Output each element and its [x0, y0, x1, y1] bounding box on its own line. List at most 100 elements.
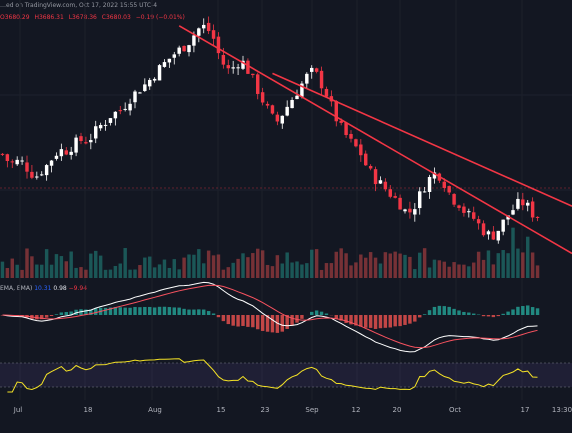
- macd-legend: EMA, EMA) 10.31 0.98 −9.94: [0, 285, 87, 292]
- macd-hist-53: [260, 315, 265, 331]
- candle-body-45: [221, 54, 226, 65]
- macd-hist-71: [349, 315, 353, 325]
- x-tick-label-5: Sep: [305, 406, 319, 414]
- macd-hist-44: [216, 315, 221, 318]
- macd-hist-56: [275, 315, 280, 333]
- volume-bar-95: [467, 266, 471, 278]
- volume-bar-35: [172, 259, 176, 278]
- candle-body-54: [265, 103, 270, 106]
- volume-bar-28: [138, 265, 142, 278]
- candle-body-90: [442, 181, 446, 188]
- candle-body-1: [5, 154, 10, 162]
- candle-body-102: [501, 219, 505, 232]
- candle-body-22: [108, 118, 113, 123]
- macd-hist-64: [314, 310, 319, 315]
- volume-bar-58: [285, 252, 289, 278]
- candle-body-92: [452, 194, 456, 205]
- macd-hist-43: [211, 313, 216, 315]
- macd-hist-28: [138, 307, 142, 315]
- candle-body-2: [10, 161, 14, 163]
- candle-body-32: [157, 65, 162, 81]
- macd-hist-75: [368, 315, 373, 328]
- candle-body-10: [49, 160, 54, 166]
- macd-hist-32: [157, 306, 162, 315]
- candle-body-44: [216, 36, 221, 54]
- volume-bar-49: [241, 253, 245, 278]
- macd-hist-91: [447, 306, 451, 315]
- macd-hist-11: [54, 314, 59, 315]
- volume-bar-64: [314, 249, 319, 278]
- macd-hist-36: [177, 307, 181, 315]
- macd-hist-19: [94, 308, 98, 315]
- volume-bar-72: [354, 262, 358, 278]
- macd-hist-9: [44, 315, 49, 318]
- candle-body-28: [138, 92, 142, 94]
- volume-bar-97: [476, 251, 481, 278]
- candle-body-19: [94, 126, 98, 139]
- candle-body-30: [148, 79, 152, 87]
- candle-body-41: [202, 24, 206, 29]
- macd-hist-95: [467, 312, 471, 315]
- ohlc-close: C3680.03: [101, 14, 131, 21]
- candle-body-105: [516, 198, 520, 209]
- volume-bar-62: [305, 263, 309, 278]
- volume-bar-103: [506, 253, 510, 278]
- volume-bar-93: [457, 264, 461, 278]
- x-tick-label-1: 18: [84, 406, 93, 414]
- macd-value-3: −9.94: [68, 285, 88, 292]
- macd-hist-98: [481, 315, 486, 317]
- candle-body-77: [378, 180, 383, 184]
- macd-hist-10: [49, 315, 54, 316]
- volume-bar-37: [182, 257, 186, 278]
- x-tick-label-6: 12: [352, 406, 361, 414]
- macd-hist-8: [40, 315, 44, 320]
- volume-bar-107: [526, 236, 530, 278]
- volume-bar-100: [491, 264, 496, 278]
- candle-body-33: [162, 62, 167, 67]
- rsi-band: [0, 363, 572, 387]
- volume-bar-24: [118, 263, 122, 278]
- candle-body-59: [290, 100, 294, 109]
- volume-bar-68: [334, 251, 338, 278]
- candle-body-79: [388, 189, 392, 197]
- ohlc-open: O3680.29: [0, 14, 30, 21]
- x-tick-label-10: 13:30: [552, 406, 572, 414]
- macd-hist-109: [535, 308, 540, 315]
- volume-bar-27: [133, 269, 137, 278]
- volume-bar-5: [25, 248, 29, 278]
- volume-bar-82: [403, 254, 407, 278]
- candle-body-87: [427, 176, 432, 192]
- macd-hist-21: [103, 307, 108, 315]
- x-axis: Jul 18 Aug 15 23 Sep 12 20 Oct 17 13:30: [13, 406, 572, 414]
- macd-hist-96: [472, 313, 476, 315]
- volume-bar-78: [383, 252, 388, 278]
- macd-value-2: 0.98: [53, 285, 67, 292]
- candle-body-11: [54, 155, 59, 159]
- volume-bar-83: [408, 256, 412, 278]
- candle-body-40: [197, 28, 201, 36]
- volume-bar-41: [202, 263, 206, 278]
- x-tick-label-7: 20: [393, 406, 402, 414]
- candle-body-62: [305, 73, 309, 84]
- volume-bar-81: [398, 253, 402, 278]
- volume-bar-99: [486, 250, 491, 278]
- volume-bar-21: [103, 269, 108, 278]
- macd-hist-41: [202, 309, 206, 315]
- volume-bar-51: [251, 253, 255, 278]
- volume-bar-34: [167, 267, 172, 278]
- macd-hist-33: [162, 306, 167, 315]
- volume-bar-73: [359, 254, 363, 278]
- macd-hist-102: [501, 313, 505, 315]
- macd-hist-78: [383, 315, 388, 328]
- macd-hist-63: [310, 311, 314, 315]
- macd-hist-60: [295, 315, 299, 323]
- candle-body-38: [187, 45, 191, 53]
- candle-body-75: [368, 165, 373, 169]
- candle-body-74: [364, 153, 368, 166]
- volume-bar-15: [74, 267, 78, 278]
- candle-body-55: [270, 105, 275, 114]
- volume-bar-16: [79, 267, 83, 278]
- candle-body-26: [128, 103, 132, 111]
- volume-bar-55: [270, 266, 275, 278]
